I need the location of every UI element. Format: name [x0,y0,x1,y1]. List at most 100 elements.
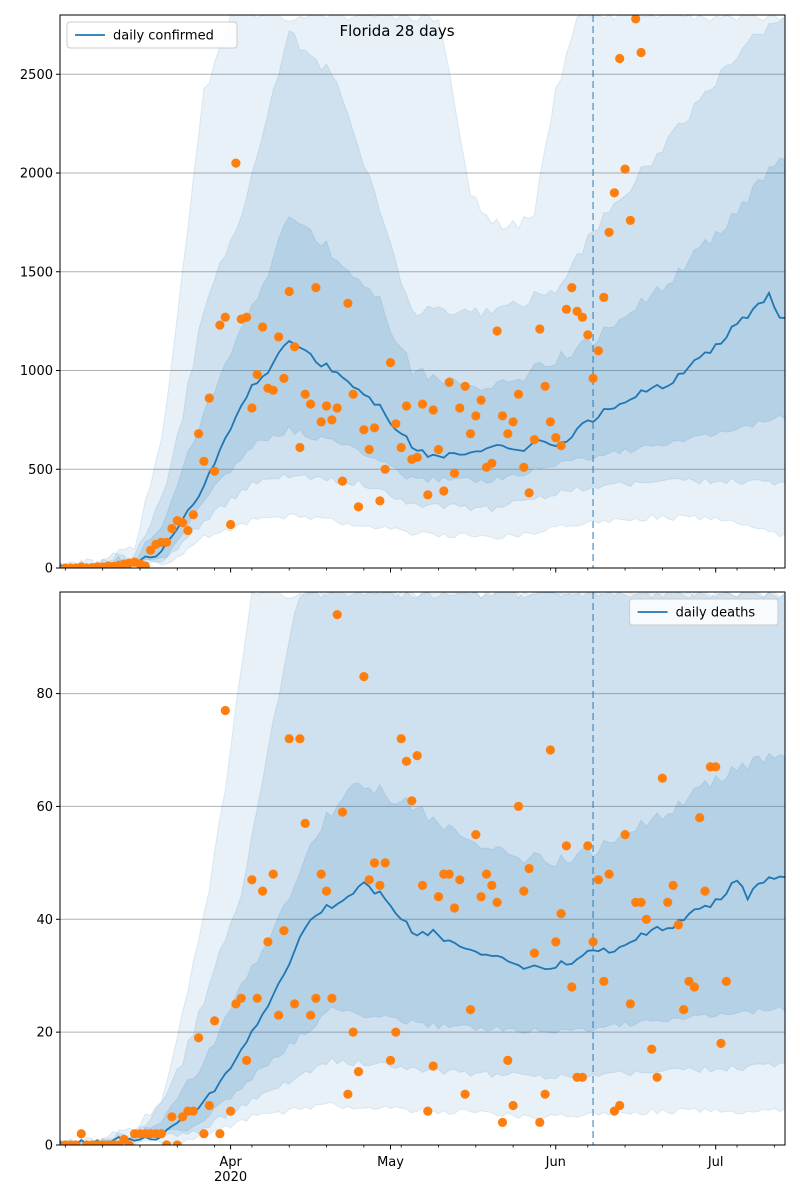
observed-point [258,322,268,332]
observed-point [220,705,230,716]
observed-point [172,1140,182,1145]
observed-point [711,762,721,772]
observed-point [252,369,262,380]
observed-point [279,926,289,936]
legend: daily confirmed [66,21,238,49]
observed-point [396,442,406,453]
confirmed-panel: 0 500 1000 1500 2000 2500 daily confirmed [20,14,786,577]
observed-point [268,385,278,395]
observed-point [519,462,529,472]
observed-point [204,1100,214,1111]
observed-point [460,381,470,391]
observed-point [311,993,321,1003]
axes-frame [59,591,786,1146]
observed-point [385,358,396,368]
y-tick-label: 60 [36,800,53,815]
x-tick-label: Apr [219,1155,242,1170]
legend: daily deaths [629,598,779,626]
observed-point [716,1038,726,1048]
legend-box [66,21,238,49]
observed-point [412,452,422,462]
observed-point [551,937,561,947]
observed-point [321,886,332,896]
observed-point [178,518,188,528]
observed-point [343,298,353,308]
observed-point [380,858,390,868]
observed-point [428,1061,438,1071]
observed-point [353,1067,364,1077]
uncertainty-band-outer [60,15,785,568]
observed-point [444,869,454,879]
observed-point [449,903,460,913]
observed-point [529,948,540,958]
observed-point [295,442,305,453]
observed-point [636,897,646,908]
observed-point [556,441,566,451]
observed-point [274,332,284,342]
observed-point [321,401,332,411]
plot-area [60,15,785,568]
median-line-fit [60,339,594,568]
observed-point [300,389,310,399]
observed-point [636,47,646,58]
observed-point [620,164,630,174]
observed-point [226,1106,236,1116]
observed-point [695,813,705,823]
observed-point [199,1129,209,1139]
observed-point [641,914,652,924]
observed-point [487,880,497,891]
observed-point [391,1027,401,1037]
observed-point [162,1140,172,1145]
observed-point [290,999,300,1009]
observed-point [471,830,481,840]
observed-point [503,429,513,439]
observed-point [492,326,502,336]
uncertainty-band-middle [60,15,785,568]
observed-point [162,537,172,547]
legend-label: daily deaths [676,606,756,621]
observed-point [487,458,497,468]
uncertainty-band-middle [60,592,785,1145]
observed-point [188,1106,198,1116]
observed-point [194,429,204,439]
observed-point [401,401,412,411]
x-tick-label: Jun [545,1155,566,1170]
observed-point [337,476,348,486]
observed-point [455,875,465,885]
observed-point [210,466,220,476]
observed-point [327,993,337,1003]
observed-point [476,892,486,902]
uncertainty-band-outer [60,592,785,1145]
observed-point [343,1089,353,1099]
plot-area [60,592,785,1145]
observed-point [380,464,390,474]
observed-point [412,751,422,761]
observed-point [545,417,556,427]
observed-point [359,425,369,435]
observed-point [497,1117,508,1127]
observed-point [513,801,524,812]
observed-point [481,869,492,879]
observed-point [417,399,428,409]
uncertainty-band-inner [60,157,785,568]
x-tick-label: May [377,1155,404,1170]
observed-point [247,403,257,413]
observed-point [258,886,268,896]
observed-point [721,976,732,987]
y-tick-label: 80 [36,687,53,702]
observed-point [556,909,566,919]
observed-point [668,880,678,891]
observed-point [311,283,321,293]
observed-point [700,886,710,896]
observed-point [231,158,241,168]
observed-point [583,330,593,340]
observed-point [647,1044,657,1054]
observed-point [444,377,454,387]
observed-point [284,734,294,744]
observed-point [327,415,337,425]
observed-point [359,672,369,682]
observed-point [364,444,374,455]
observed-point [215,320,225,330]
